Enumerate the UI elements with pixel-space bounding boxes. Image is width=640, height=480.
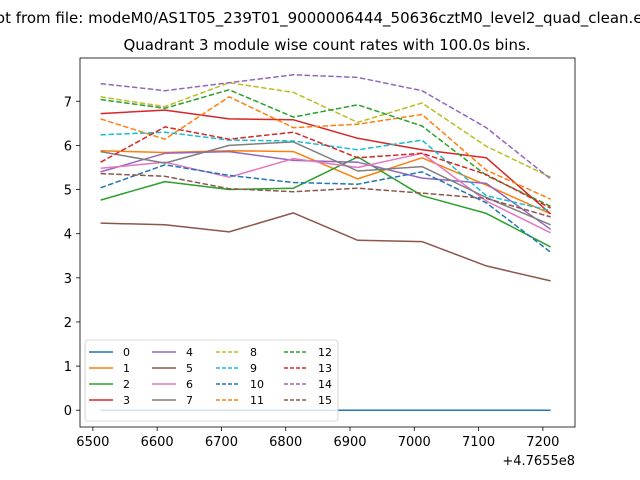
y-tick-label: 5 bbox=[64, 184, 72, 199]
legend-label-2: 2 bbox=[123, 378, 130, 391]
series-8-line bbox=[100, 81, 551, 178]
y-axis: 0 1 2 3 4 5 6 7 bbox=[64, 95, 80, 419]
legend-label-15: 15 bbox=[318, 394, 332, 407]
x-tick-label: 6600 bbox=[141, 435, 174, 450]
y-tick-label: 2 bbox=[64, 316, 72, 331]
y-tick-label: 6 bbox=[64, 139, 72, 154]
y-tick-label: 4 bbox=[64, 228, 72, 243]
chart-suptitle: Plot from file: modeM0/AS1T05_239T01_900… bbox=[0, 9, 640, 28]
series-4-line bbox=[100, 150, 552, 230]
x-tick-label: 7100 bbox=[462, 435, 495, 450]
legend-label-4: 4 bbox=[186, 346, 193, 359]
legend-label-3: 3 bbox=[123, 394, 130, 407]
y-tick-label: 1 bbox=[64, 360, 72, 375]
legend-box bbox=[84, 339, 339, 422]
x-tick-label: 7000 bbox=[398, 435, 431, 450]
legend-label-9: 9 bbox=[250, 362, 257, 375]
x-tick-label: 6800 bbox=[269, 435, 302, 450]
series-14-line bbox=[100, 74, 552, 180]
x-tick-label: 6500 bbox=[76, 435, 109, 450]
chart-title: Quadrant 3 module wise count rates with … bbox=[123, 36, 530, 54]
legend-label-13: 13 bbox=[318, 362, 332, 375]
x-axis: 6500 6600 6700 6800 6900 7000 7100 7200 bbox=[76, 427, 559, 450]
y-tick-label: 7 bbox=[64, 95, 72, 110]
x-tick-label: 7200 bbox=[526, 435, 559, 450]
legend-label-6: 6 bbox=[186, 378, 193, 391]
legend-label-10: 10 bbox=[250, 378, 264, 391]
legend-label-5: 5 bbox=[186, 362, 193, 375]
series-2-line bbox=[100, 156, 551, 248]
legend-label-8: 8 bbox=[250, 346, 257, 359]
series-5-line bbox=[100, 212, 551, 282]
series-11-line bbox=[100, 96, 551, 200]
legend-label-12: 12 bbox=[318, 346, 332, 359]
series-12-line bbox=[100, 89, 551, 207]
legend-label-14: 14 bbox=[318, 378, 332, 391]
series-1-line bbox=[100, 149, 551, 215]
plot-frame bbox=[79, 57, 576, 428]
y-tick-label: 3 bbox=[64, 272, 72, 287]
series-layer bbox=[100, 74, 552, 411]
x-offset-label: +4.7655e8 bbox=[502, 454, 575, 469]
legend-label-0: 0 bbox=[123, 346, 130, 359]
x-tick-label: 6700 bbox=[205, 435, 238, 450]
legend-label-1: 1 bbox=[123, 362, 130, 375]
series-7-line bbox=[100, 141, 551, 226]
legend-label-7: 7 bbox=[186, 394, 193, 407]
x-tick-label: 6900 bbox=[333, 435, 366, 450]
series-15-line bbox=[100, 172, 551, 218]
y-tick-label: 0 bbox=[64, 404, 72, 419]
series-3-line bbox=[100, 109, 552, 215]
series-13-line bbox=[100, 126, 551, 209]
legend-label-11: 11 bbox=[250, 394, 264, 407]
